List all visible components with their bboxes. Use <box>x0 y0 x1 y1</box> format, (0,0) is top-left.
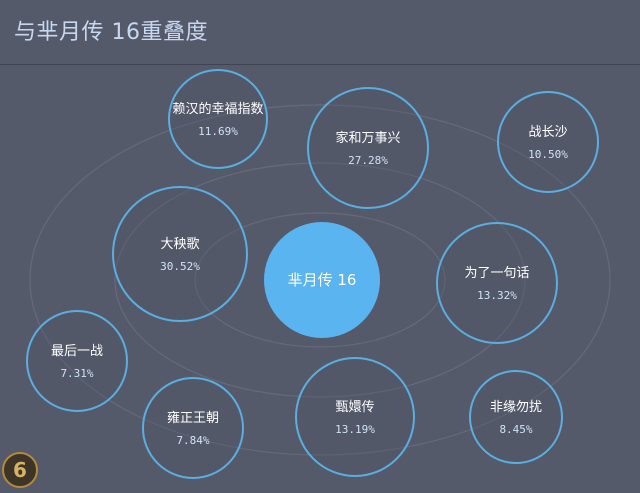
center-label: 芈月传 16 <box>288 271 357 289</box>
bubble-value: 11.69% <box>198 125 238 138</box>
orbit-ring-2 <box>114 162 526 398</box>
bubble-name: 家和万事兴 <box>335 130 400 146</box>
page-title: 与芈月传 16重叠度 <box>14 20 208 45</box>
bubble-value: 8.45% <box>499 423 532 436</box>
bubble-value: 10.50% <box>528 148 568 161</box>
bubble-name: 战长沙 <box>528 125 567 140</box>
bubble-name: 甄嬛传 <box>335 400 374 415</box>
bubble-circle <box>112 186 248 322</box>
logo-icon[interactable]: 6 <box>2 452 38 488</box>
bubble-value: 30.52% <box>160 260 200 273</box>
bubble-value: 27.28% <box>348 154 388 167</box>
orbit-ring-3 <box>29 104 611 456</box>
bubble-value: 7.84% <box>176 434 209 447</box>
bubble-name: 雍正王朝 <box>167 410 219 426</box>
bubble-circle <box>497 91 599 193</box>
bubble-name: 赖汉的幸福指数 <box>172 101 263 117</box>
bubble-circle <box>26 310 128 412</box>
bubble-circle <box>307 87 429 209</box>
bubble-circle <box>436 222 558 344</box>
bubble-circle <box>295 357 415 477</box>
bubble-name: 最后一战 <box>51 344 103 359</box>
header-bar: 与芈月传 16重叠度 <box>0 0 640 65</box>
bubble-name: 为了一句话 <box>464 266 529 281</box>
center-circle <box>264 222 380 338</box>
bubble-value: 13.32% <box>477 289 517 302</box>
bubble-name: 非缘勿扰 <box>490 400 542 415</box>
bubble-value: 7.31% <box>60 367 93 380</box>
bubble-value: 13.19% <box>335 423 375 436</box>
orbit-ring-1 <box>194 212 446 348</box>
bubble-name: 大秧歌 <box>160 237 199 252</box>
bubble-circle <box>168 69 268 169</box>
bubble-circle <box>469 370 563 464</box>
logo-glyph: 6 <box>13 458 27 482</box>
bubble-circle <box>142 377 244 479</box>
